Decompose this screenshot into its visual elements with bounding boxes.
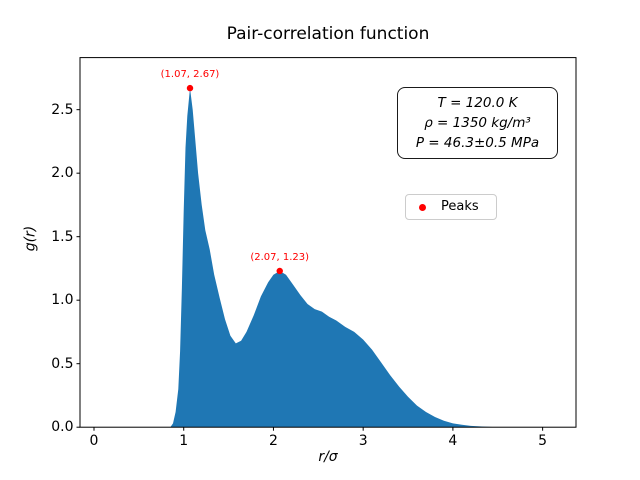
y-tick-label: 2.0 xyxy=(51,165,74,182)
density-text: ρ = 1350 kg/m³ xyxy=(424,115,531,131)
axes-frame xyxy=(79,57,577,428)
temperature-text: T = 120.0 K xyxy=(437,95,518,111)
chart-title: Pair-correlation function xyxy=(226,24,430,44)
x-tick-label: 5 xyxy=(538,433,548,449)
legend-marker-dot-icon xyxy=(419,203,426,211)
x-tick-label: 1 xyxy=(179,433,189,449)
y-tick-label: 1.0 xyxy=(51,292,74,309)
x-axis-label: r/σ xyxy=(318,449,338,465)
x-tick-label: 3 xyxy=(358,433,368,449)
legend: Peaks xyxy=(405,194,497,220)
y-tick-label: 0.0 xyxy=(51,419,74,436)
peak-marker-dot xyxy=(276,267,283,275)
peak-marker-dot xyxy=(186,84,194,92)
x-tick-label: 0 xyxy=(89,433,99,449)
axis-tick-marks xyxy=(76,109,544,431)
x-tick-label: 4 xyxy=(448,433,458,449)
y-tick-label: 1.5 xyxy=(51,228,74,245)
peak-annotation-label: (2.07, 1.23) xyxy=(250,251,310,263)
y-tick-label: 0.5 xyxy=(51,355,74,372)
peak-annotation-label: (1.07, 2.67) xyxy=(160,69,220,81)
pressure-text: P = 46.3±0.5 MPa xyxy=(415,135,540,151)
peak-markers xyxy=(186,84,283,275)
parameters-text-box: T = 120.0 K ρ = 1350 kg/m³ P = 46.3±0.5 … xyxy=(397,87,558,159)
y-tick-label: 2.5 xyxy=(51,101,74,118)
x-tick-label: 2 xyxy=(268,433,278,449)
gr-curve-area xyxy=(170,88,498,428)
legend-label: Peaks xyxy=(441,199,479,214)
